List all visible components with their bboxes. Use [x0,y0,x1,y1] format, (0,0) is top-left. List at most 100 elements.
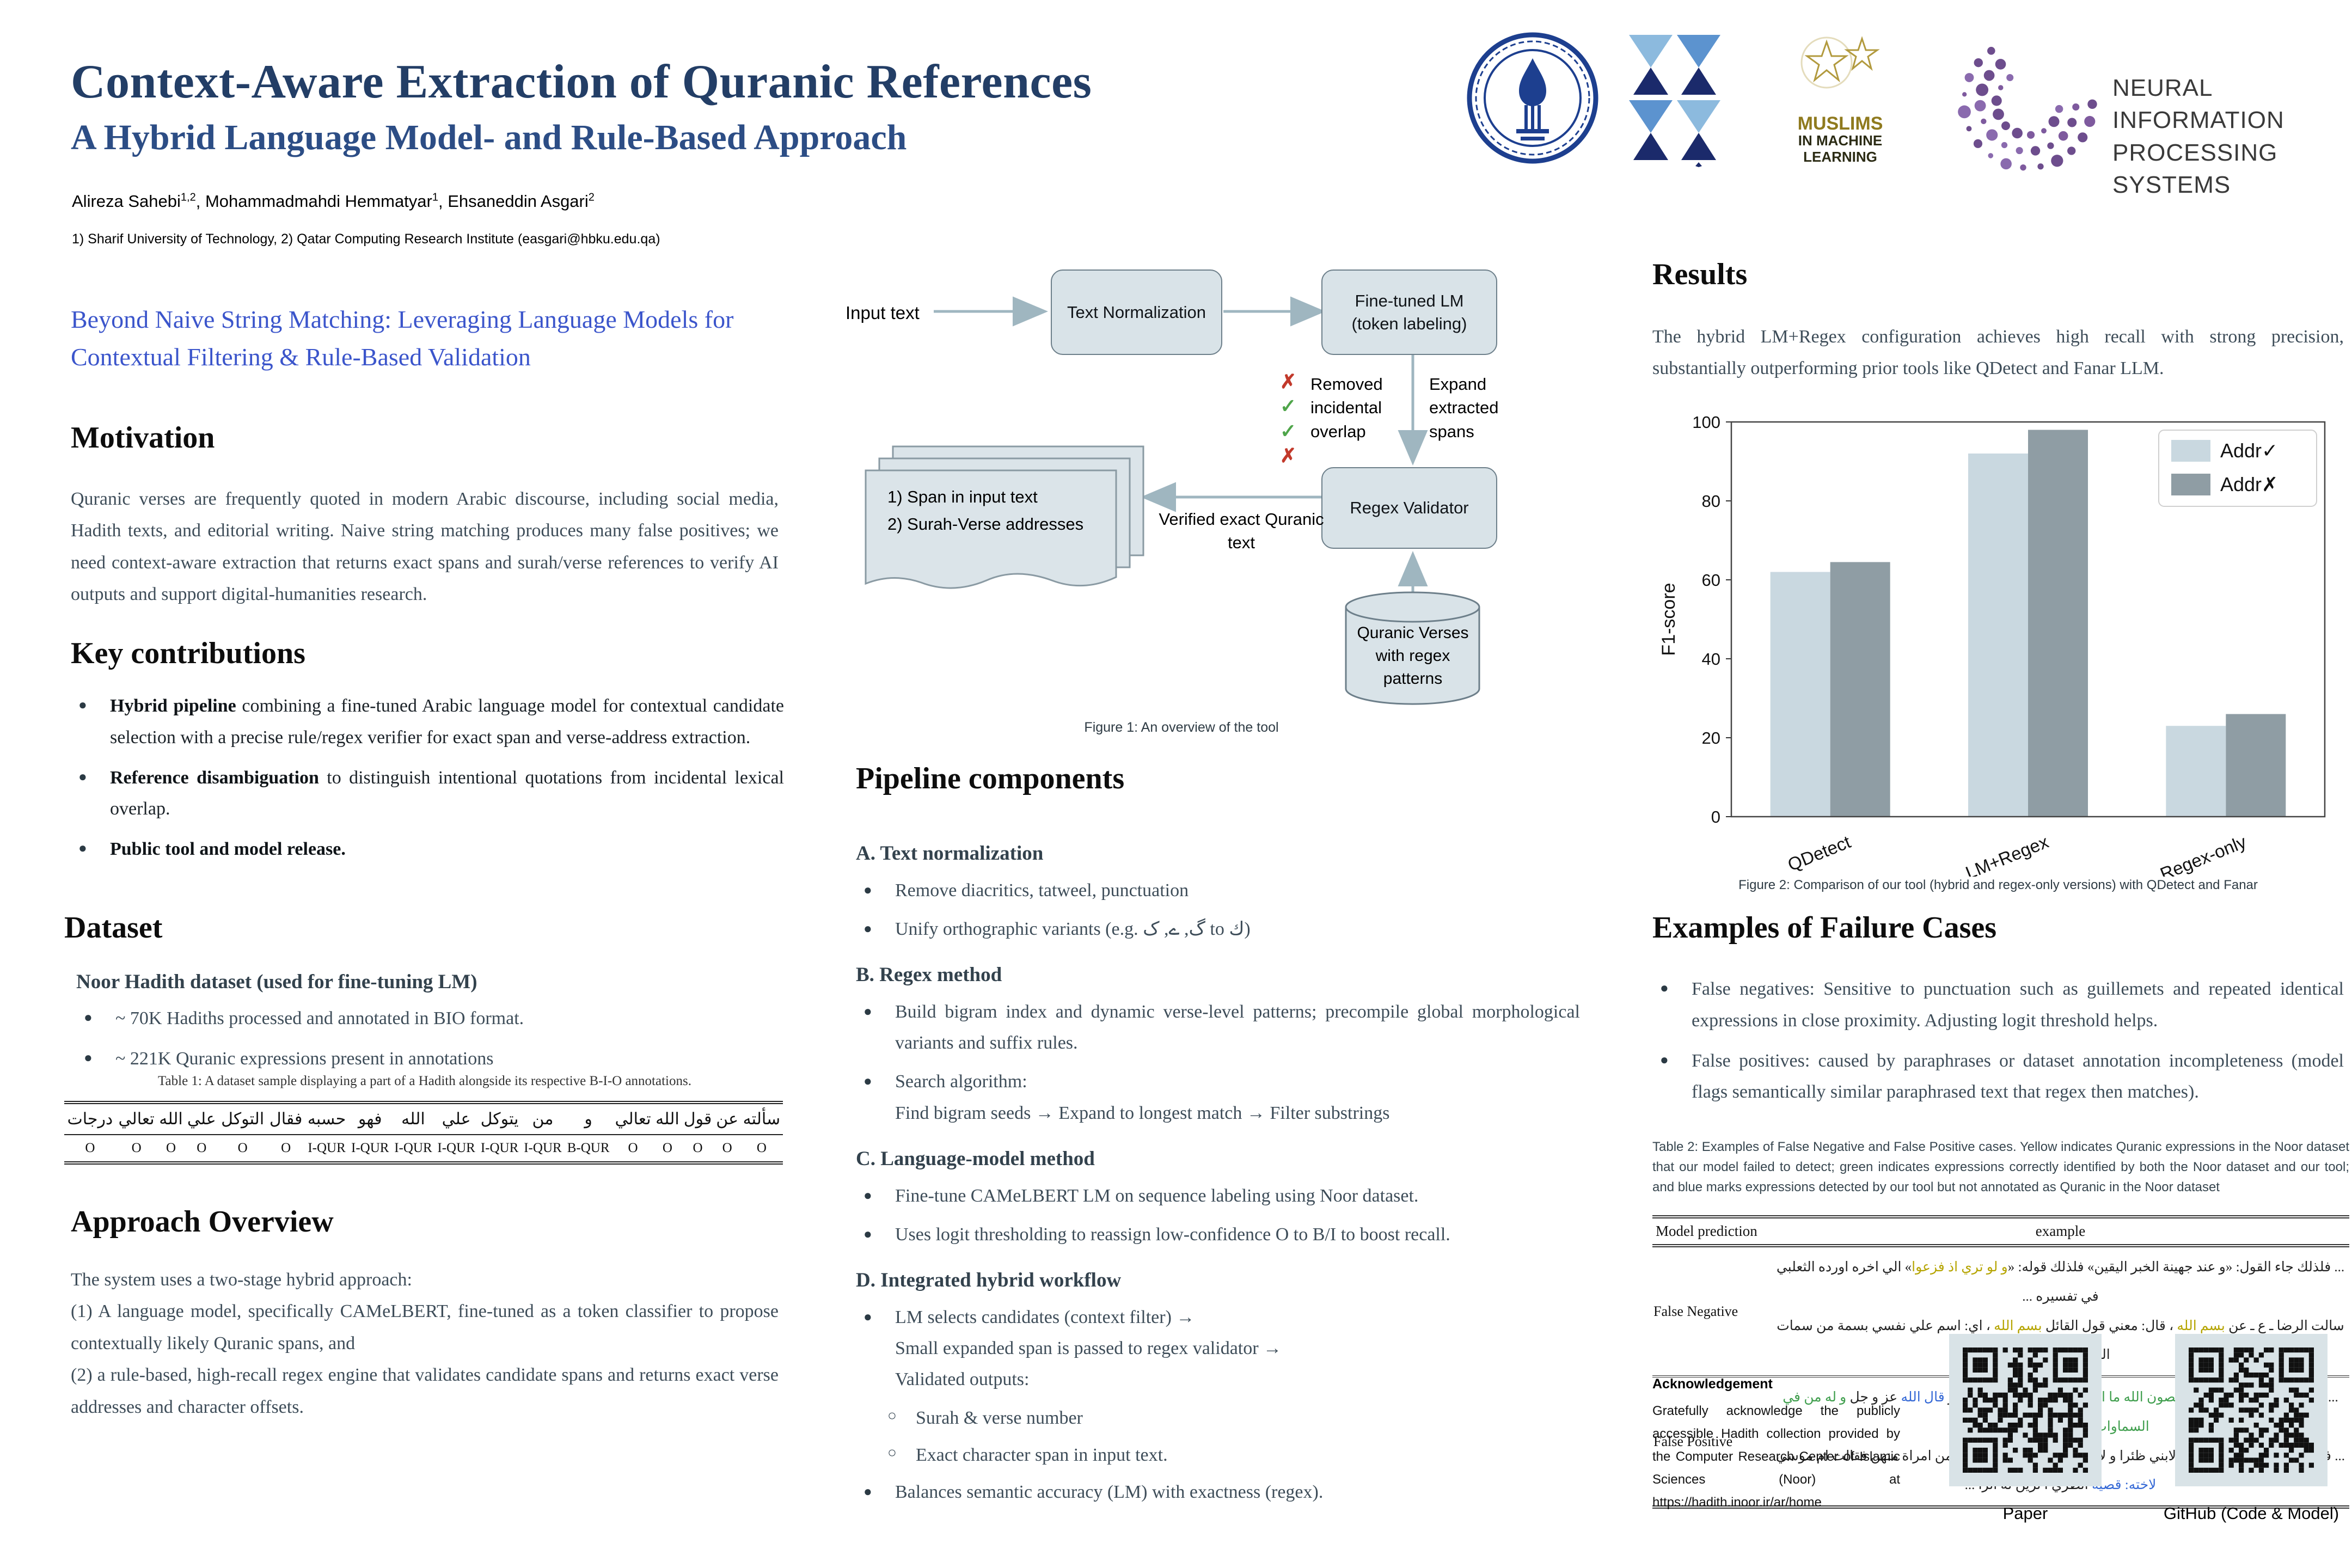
list-item: ● Public tool and model release. [71,834,784,865]
fine-tuned-lm-box: Fine-tuned LM (token labeling) [1321,270,1497,355]
table1-token: علي [434,1102,478,1135]
table1-token: حسبه [304,1102,349,1135]
pipeline-sections: A. Text normalization ● Remove diacritics,… [856,823,1580,1515]
table1-tag: O [628,1141,638,1155]
pipeline-section-title: C. Language-model method [856,1147,1095,1170]
table1-token: تعالي [612,1102,654,1135]
bullet-icon: ● [84,1009,93,1025]
table1-token: عن [714,1102,740,1135]
approach-line: The system uses a two-stage hybrid appro… [71,1270,412,1290]
table1-token: فهو [348,1102,392,1135]
bullet-icon: ● [78,840,87,856]
svg-text:0: 0 [1711,807,1720,826]
svg-text:QDetect: QDetect [1785,831,1853,875]
bullet-icon: ● [863,921,872,937]
table1-tag: O [662,1141,672,1155]
table1-token: و [564,1102,612,1135]
acknowledgement-text: Gratefully acknowledge the publicly acce… [1652,1404,1900,1510]
table1-tag: I-QUR [437,1141,475,1155]
output-line: 2) Surah-Verse addresses [887,514,1084,534]
pipeline-section-title: A. Text normalization [856,842,1044,865]
table1-tag: O [237,1141,248,1155]
approach-heading: Approach Overview [71,1205,334,1239]
lead-statement: Beyond Naive String Matching: Leveraging… [71,305,734,371]
approach-line: (1) A language model, specifically CAMeL… [71,1301,779,1353]
list-item: ● False negatives: Sensitive to punctuati… [1652,973,2344,1037]
qcri-geometric-logo [1628,34,1723,170]
figure1-flowchart: Input text Text Normalization Fine-tuned… [841,256,1579,746]
highlighted-expression: بسم الله [2177,1318,2225,1333]
input-text-label: Input text [846,303,920,323]
pipeline-section-title: D. Integrated hybrid workflow [856,1269,1122,1291]
table1-tag: I-QUR [351,1141,389,1155]
svg-text:20: 20 [1702,728,1720,748]
check-icon: ✓ [1280,395,1297,418]
pipeline-item-text: Balances semantic accuracy (LM) with exa… [895,1481,1324,1502]
poster-title: Context-Aware Extraction of Quranic Refe… [71,56,1092,108]
miml-line2: IN MACHINE [1798,132,1883,149]
table2-caption: Table 2: Examples of False Negative and … [1652,1140,2349,1195]
table1-token: علي [185,1102,218,1135]
svg-text:60: 60 [1702,571,1720,590]
list-item: ● ~ 221K Quranic expressions present in a… [76,1043,779,1075]
table1-tag: B-QUR [567,1141,610,1155]
failure-cases-list: ● False negatives: Sensitive to punctuati… [1652,973,2344,1117]
table1-tag: O [85,1141,95,1155]
list-item: ● Hybrid pipeline combining a fine-tuned … [71,690,784,754]
key-contributions-list: ● Hybrid pipeline combining a fine-tuned … [71,690,784,874]
highlighted-expression: قال الله [1901,1390,1945,1405]
figure1-caption: Figure 1: An overview of the tool [1084,720,1279,735]
table1-token: قول [681,1102,714,1135]
highlighted-expression: لاخته: قصيه [2091,1478,2157,1493]
svg-text:40: 40 [1702,650,1720,669]
pipeline-item-text: LM selects candidates (context filter) →… [895,1307,1282,1390]
quran-db-label: Quranic Verses with regex patterns [1357,624,1469,688]
verified-exact-label: Verified exact Quranic text [1159,510,1324,553]
neurips-logo: NEURAL INFORMATION PROCESSING SYSTEMS [1938,22,2330,198]
table2-row-label: False Negative [1652,1245,1772,1376]
table1-tag: O [166,1141,176,1155]
motivation-heading: Motivation [71,421,215,455]
outputs-text: 1) Span in input text 2) Surah-Verse addr… [887,483,1116,537]
bullet-icon: ● [1660,980,1669,996]
bullet-icon: ● [863,1187,872,1203]
authors-line: Alireza Sahebi1,2, Mohammadmahdi Hemmaty… [72,192,595,211]
bullet-icon: ● [84,1049,93,1065]
figure2-caption: Figure 2: Comparison of our tool (hybrid… [1738,878,2258,892]
table1-tag: O [693,1141,703,1155]
bullet-icon: ● [863,1308,872,1325]
outputs-document-icon [865,445,1144,589]
text-normalization-box: Text Normalization [1051,270,1222,355]
list-item-text: Hybrid pipeline combining a fine-tuned A… [110,696,784,748]
table1-tag: O [756,1141,767,1155]
table1-token: فقال [267,1102,305,1135]
bullet-icon: ● [863,1483,872,1499]
pipeline-section-title: B. Regex method [856,964,1002,987]
dataset-list: ● ~ 70K Hadiths processed and annotated i… [76,1003,779,1083]
example-text: عز و جل [1846,1390,1901,1405]
pipeline-item-text: Fine-tune CAMeLBERT LM on sequence label… [895,1185,1419,1206]
pipeline-item-text: Unify orthographic variants (e.g. گ, ے, … [895,919,1251,940]
author: Mohammadmahdi Hemmatyar1 [205,192,438,211]
pipeline-item: ● Fine-tune CAMeLBERT LM on sequence labe… [856,1180,1580,1211]
list-item-text: Public tool and model release. [110,839,346,860]
pipeline-heading: Pipeline components [856,762,1125,795]
pipeline-subitem-text: Exact character span in input text. [916,1445,1168,1465]
list-item-text: ~ 221K Quranic expressions present in an… [115,1048,494,1069]
pipeline-item: ● Balances semantic accuracy (LM) with ex… [856,1477,1580,1508]
highlighted-expression: و لو تري اذ فزعوا [1912,1260,2008,1275]
pipeline-subitem-text: Surah & verse number [916,1408,1083,1429]
miml-line3: LEARNING [1803,148,1877,165]
table1-token: الله [653,1102,682,1135]
paper-qr-code [1949,1334,2102,1489]
github-qr-label: GitHub (Code & Model) [2163,1504,2339,1523]
highlighted-expression: بسم الله [1994,1318,2042,1333]
example-text: » الي اخره اورده الثعلبي في تفسيره ... [1776,1260,2099,1304]
table1-token: الله [157,1102,185,1135]
table2-row-label: False Positive [1652,1375,1772,1507]
table1-tag: O [197,1141,207,1155]
miml-logo: MUSLIMS IN MACHINE LEARNING [1767,30,1914,166]
cross-icon: ✗ [1280,444,1297,467]
dataset-subheading: Noor Hadith dataset (used for fine-tunin… [76,971,477,993]
